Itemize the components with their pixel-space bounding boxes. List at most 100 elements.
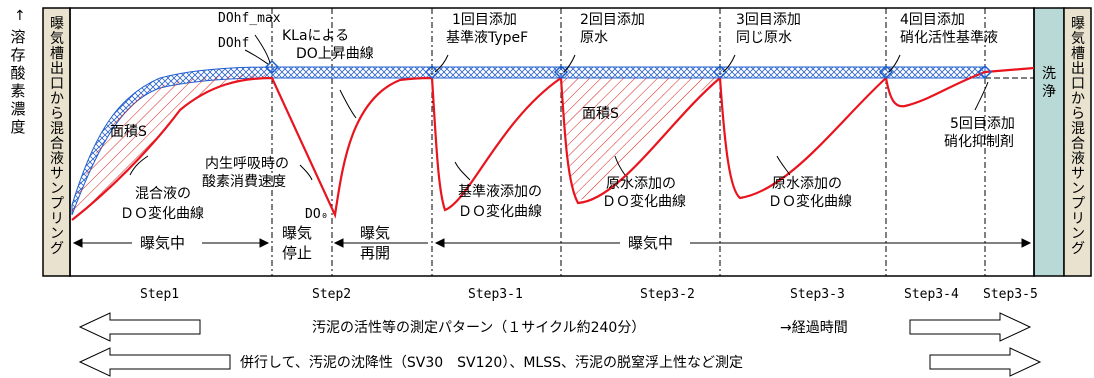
wash-label-char: 洗 (1042, 66, 1056, 82)
right-sampling-label-char: 混 (1071, 121, 1085, 137)
right-sampling-label-char: ン (1071, 181, 1085, 197)
phase-bg-2 (620, 234, 690, 252)
phase-arrows (72, 238, 1032, 248)
phase-resume-2: 再開 (360, 244, 390, 262)
phase-divider-lines (271, 8, 986, 276)
label-add3-2: 同じ原水 (736, 30, 792, 46)
phase-bg-1 (132, 234, 202, 252)
footer-parallel: 併行して、汚泥の沈降性（SV30 SV120）、MLSS、汚泥の脱窒浮上性など測… (240, 354, 743, 371)
left-sampling-label-char: リ (50, 211, 64, 227)
y-axis-arrow: ↑ (14, 8, 26, 24)
main-frame (69, 7, 1035, 277)
left-sampling-label-char: か (50, 91, 64, 107)
step-3-5: Step3-5 (983, 287, 1038, 302)
label-kla-2: DO上昇曲線 (296, 46, 374, 62)
label-add5-2: 硝化抑制剤 (944, 134, 1014, 150)
do-curve (71, 66, 1035, 221)
left-sampling-label-char: ン (50, 226, 64, 242)
label-endo-1: 内生呼吸時の (205, 156, 289, 172)
left-sampling-label-char: 液 (50, 151, 64, 167)
wash-label-char: 浄 (1042, 84, 1056, 100)
phase-aeration-1: 曝気中 (140, 234, 185, 252)
label-raw-2: ＤＯ変化曲線 (602, 193, 686, 210)
step-1: Step1 (140, 287, 179, 302)
label-add1-2: 基準液TypeF (446, 29, 528, 46)
right-sampling-label-char: 出 (1071, 61, 1085, 77)
left-sampling-label-char: 出 (50, 61, 64, 77)
label-std-2: ＤＯ変化曲線 (458, 203, 542, 220)
left-sampling-label-char: ン (50, 181, 64, 197)
step-3-3: Step3-3 (790, 287, 845, 302)
right-sampling-label-char: ン (1071, 226, 1085, 242)
step-2: Step2 (312, 287, 351, 302)
label-add5-1: 5回目添加 (950, 116, 1015, 132)
left-sampling-label-char: 混 (50, 121, 64, 137)
right-sampling-label-char: 口 (1071, 76, 1085, 92)
right-sampling-label-char: プ (1071, 196, 1085, 212)
y-axis-label: ↑ (14, 8, 26, 24)
label-dohf-max: DOhf_max (218, 11, 281, 26)
label-do0: DO₀ (305, 207, 328, 222)
right-sampling-label-char: リ (1071, 211, 1085, 227)
right-sampling-label-char: 合 (1071, 136, 1085, 152)
right-sampling-label-char: ら (1071, 106, 1085, 122)
right-sampling-box (1063, 7, 1092, 277)
label-raw-4: ＤＯ変化曲線 (768, 193, 852, 210)
label-area-s-2: 面積S (582, 106, 619, 122)
y-axis-text-char: 存 (10, 46, 25, 64)
left-sampling-label-char: ら (50, 106, 64, 122)
left-sampling-label-char: グ (50, 241, 64, 257)
step-3-4: Step3-4 (904, 287, 959, 302)
right-sampling-label-char: サ (1071, 166, 1085, 182)
dohf-band (271, 66, 986, 79)
left-sampling-label-char: プ (50, 196, 64, 212)
leader-lines (129, 34, 989, 181)
right-sampling-label-char: 槽 (1071, 46, 1085, 62)
left-sampling-label-char: 口 (50, 76, 64, 92)
right-sampling-label-char: か (1071, 91, 1085, 107)
label-endo-2: 酸素消費速度 (202, 174, 286, 190)
label-add4-2: 硝化活性基準液 (900, 29, 998, 46)
left-sampling-label-char: 曝 (50, 16, 64, 32)
right-sampling-label-char: グ (1071, 241, 1085, 257)
label-std-1: 基準液添加の (458, 183, 542, 200)
wash-box (1033, 7, 1065, 277)
step-3-2: Step3-2 (640, 287, 695, 302)
right-sampling-label-char: 液 (1071, 151, 1085, 167)
left-sampling-box (42, 7, 71, 277)
phase-resume-1: 曝気 (360, 224, 390, 242)
right-sampling-label-char: 曝 (1071, 16, 1085, 32)
y-axis-text-char: 度 (10, 118, 25, 136)
label-add2-2: 原水 (580, 30, 608, 46)
phase-aeration-2: 曝気中 (628, 234, 673, 252)
label-dohf: DOhf (218, 36, 249, 51)
footer-left-arrow-2 (78, 347, 231, 377)
label-add2-1: 2回目添加 (580, 12, 645, 28)
area-s-region-2 (561, 78, 720, 200)
y-axis-text-char: 酸 (10, 64, 25, 82)
phase-stop-2: 停止 (282, 244, 312, 262)
label-add3-1: 3回目添加 (736, 12, 801, 28)
footer-elapsed: →経過時間 (780, 320, 848, 336)
left-sampling-label-char: 気 (50, 31, 64, 47)
left-sampling-label-char: 槽 (50, 46, 64, 62)
left-sampling-label-char: サ (50, 166, 64, 182)
y-axis-text-char: 溶 (10, 28, 25, 46)
footer-left-arrow-1 (78, 312, 201, 342)
footer-pattern: 汚泥の活性等の測定パターン（１サイクル約240分） (312, 319, 645, 336)
label-add1-1: 1回目添加 (452, 12, 517, 28)
label-kla-1: KLaによる (282, 28, 349, 44)
label-raw-1: 原水添加の (606, 176, 676, 192)
right-sampling-label-char: 気 (1071, 31, 1085, 47)
phase-stop-1: 曝気 (282, 224, 312, 242)
y-axis-text-char: 濃 (10, 100, 25, 118)
label-raw-3: 原水添加の (772, 176, 842, 192)
area-s-region-1 (72, 74, 272, 220)
left-sampling-label-char: 合 (50, 136, 64, 152)
step-3-1: Step3-1 (468, 287, 523, 302)
label-mix-1: 混合液の (135, 186, 191, 202)
y-axis-text-char: 素 (10, 82, 25, 100)
label-add4-1: 4回目添加 (900, 12, 965, 28)
label-area-s-1: 面積S (110, 124, 147, 140)
